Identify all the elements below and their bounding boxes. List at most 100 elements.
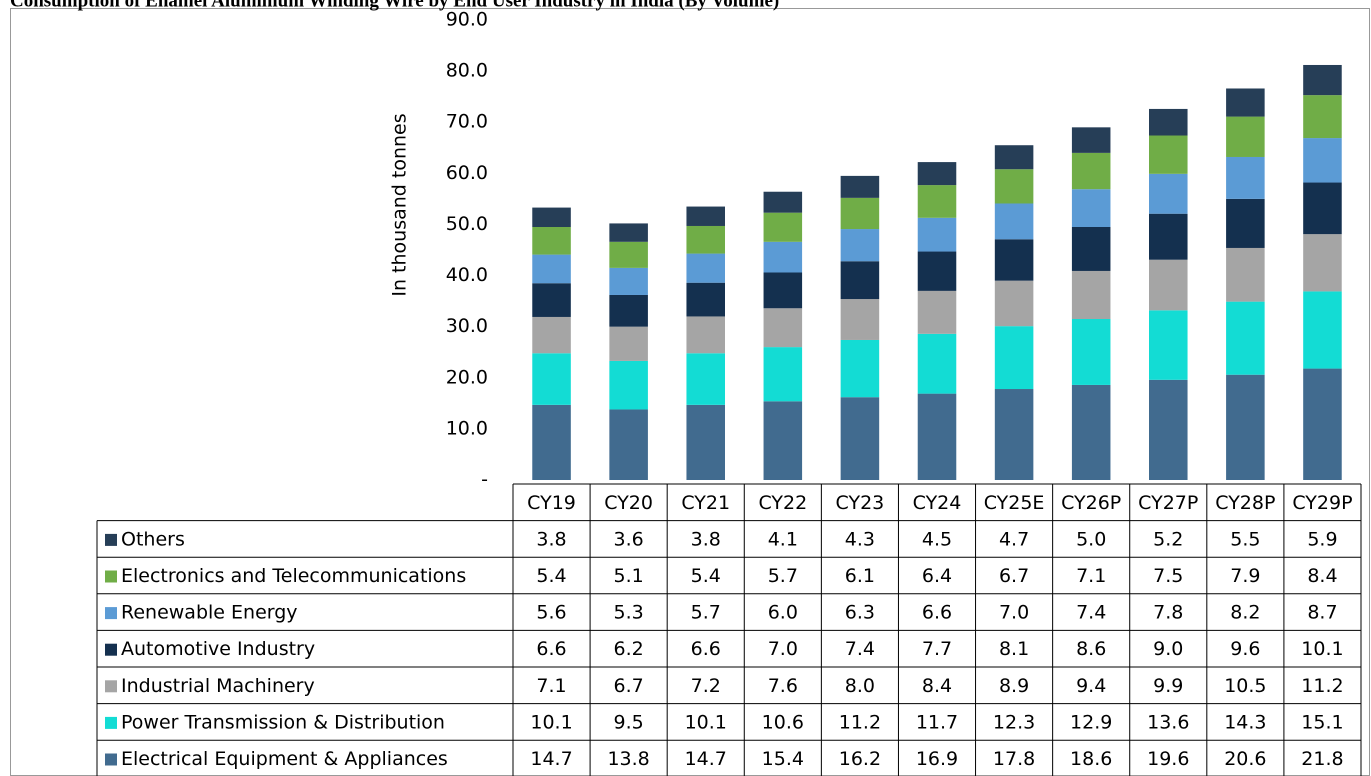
bar-segment xyxy=(1303,64,1342,96)
data-label: 21.8 xyxy=(1301,748,1343,770)
data-label: 8.2 xyxy=(1230,602,1260,624)
data-label: 13.8 xyxy=(607,748,649,770)
data-label: 9.5 xyxy=(614,711,644,733)
data-label: 10.1 xyxy=(530,711,572,733)
bar-segment xyxy=(763,212,803,242)
x-tick-label: CY19 xyxy=(527,492,576,514)
data-label: 14.3 xyxy=(1224,711,1266,733)
data-label: 7.6 xyxy=(768,675,798,697)
y-axis-title: In thousand tonnes xyxy=(389,113,411,296)
data-label: 7.2 xyxy=(691,675,721,697)
bar-segment xyxy=(1303,182,1342,235)
data-label: 9.6 xyxy=(1230,638,1260,660)
data-label: 6.6 xyxy=(536,638,566,660)
bar-segment xyxy=(1226,156,1265,199)
data-label: 7.4 xyxy=(845,638,875,660)
legend-swatch xyxy=(105,643,117,656)
data-label: 5.5 xyxy=(1230,528,1260,550)
bar-segment xyxy=(1226,88,1265,117)
bar-segment xyxy=(1071,189,1111,227)
bar-segment xyxy=(686,353,725,405)
bar-segment xyxy=(840,229,880,262)
data-label: 4.5 xyxy=(922,528,952,550)
data-label: 16.9 xyxy=(916,748,958,770)
data-label: 7.5 xyxy=(1153,565,1183,587)
data-label: 9.9 xyxy=(1153,675,1183,697)
y-tick-label: 70.0 xyxy=(446,111,488,133)
data-label: 12.9 xyxy=(1070,711,1112,733)
bar-segment xyxy=(763,401,803,480)
data-label: 14.7 xyxy=(530,748,572,770)
x-tick-label: CY20 xyxy=(604,492,653,514)
bar-segment xyxy=(1226,116,1265,157)
data-label: 15.1 xyxy=(1301,711,1343,733)
data-label: 18.6 xyxy=(1070,748,1112,770)
legend-label: Others xyxy=(121,528,185,550)
data-label: 6.0 xyxy=(768,602,798,624)
bar-segment xyxy=(917,185,957,218)
y-tick-label: - xyxy=(481,469,488,491)
bar-segment xyxy=(609,326,648,361)
data-label: 3.8 xyxy=(691,528,721,550)
data-label: 5.4 xyxy=(536,565,566,587)
data-label: 7.1 xyxy=(536,675,566,697)
data-label: 7.8 xyxy=(1153,602,1183,624)
data-label: 5.1 xyxy=(614,565,644,587)
data-label: 3.8 xyxy=(536,528,566,550)
data-label: 5.4 xyxy=(691,565,721,587)
bar-segment xyxy=(994,389,1034,480)
bar-segment xyxy=(609,267,648,295)
bar-segment xyxy=(1071,127,1111,153)
bar-segment xyxy=(994,280,1034,327)
bar-segment xyxy=(609,360,648,410)
legend-swatch xyxy=(105,570,117,583)
x-tick-label: CY25E xyxy=(984,492,1045,514)
data-label: 4.1 xyxy=(768,528,798,550)
bar-segment xyxy=(1149,108,1188,136)
legend-swatch xyxy=(105,680,117,693)
x-tick-label: CY21 xyxy=(681,492,730,514)
bar-segment xyxy=(840,339,880,398)
x-tick-label: CY22 xyxy=(758,492,807,514)
bar-segment xyxy=(1226,301,1265,375)
data-label: 7.0 xyxy=(768,638,798,660)
bar-segment xyxy=(840,175,880,198)
data-label: 3.6 xyxy=(614,528,644,550)
y-tick-label: 30.0 xyxy=(446,315,488,337)
bar-segment xyxy=(532,254,571,284)
data-label: 4.3 xyxy=(845,528,875,550)
bar-segment xyxy=(994,239,1034,281)
bar-segment xyxy=(917,290,957,334)
data-label: 8.9 xyxy=(999,675,1029,697)
data-label: 12.3 xyxy=(993,711,1035,733)
bar-segment xyxy=(994,326,1034,390)
bar-segment xyxy=(609,409,648,480)
bar-segment xyxy=(1071,152,1111,190)
data-label: 9.0 xyxy=(1153,638,1183,660)
data-label: 11.2 xyxy=(839,711,881,733)
legend-label: Electronics and Telecommunications xyxy=(121,565,466,587)
y-tick-label: 40.0 xyxy=(446,264,488,286)
x-tick-label: CY27P xyxy=(1138,492,1198,514)
x-tick-label: CY29P xyxy=(1292,492,1352,514)
data-label: 6.7 xyxy=(614,675,644,697)
bar-segment xyxy=(1149,213,1188,260)
bar-segment xyxy=(686,316,725,354)
bar-segment xyxy=(686,253,725,283)
bar-segment xyxy=(532,316,571,354)
y-tick-label: 90.0 xyxy=(446,9,488,31)
data-label: 6.4 xyxy=(922,565,952,587)
bar-segment xyxy=(1226,247,1265,302)
bar-segment xyxy=(840,397,880,480)
bar-segment xyxy=(763,347,803,402)
data-label: 7.1 xyxy=(1076,565,1106,587)
x-tick-label: CY23 xyxy=(836,492,885,514)
bar-segment xyxy=(763,272,803,309)
data-label: 11.2 xyxy=(1301,675,1343,697)
bar-segment xyxy=(763,191,803,213)
x-tick-label: CY28P xyxy=(1215,492,1275,514)
bar-segment xyxy=(994,145,1034,170)
bar-segment xyxy=(1149,310,1188,380)
data-label: 8.7 xyxy=(1307,602,1337,624)
